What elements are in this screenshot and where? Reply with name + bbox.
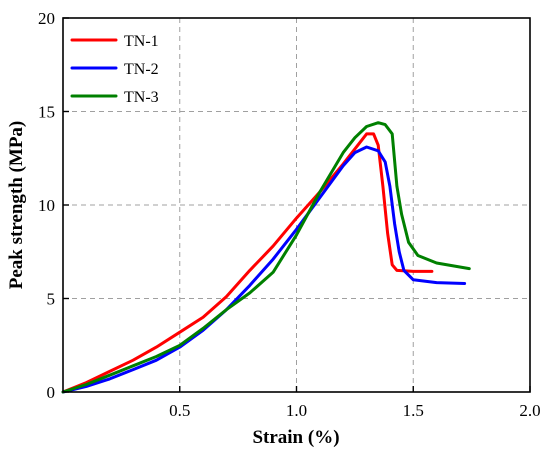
y-tick-label: 20 bbox=[38, 9, 55, 28]
x-tick-label: 1.0 bbox=[286, 401, 307, 420]
series-line-tn-2 bbox=[61, 145, 467, 394]
y-tick-label: 5 bbox=[47, 290, 56, 309]
x-tick-label: 1.5 bbox=[403, 401, 424, 420]
legend: TN-1 TN-2 TN-3 bbox=[70, 33, 159, 106]
y-tick-label: 15 bbox=[38, 103, 55, 122]
legend-label-tn-3: TN-3 bbox=[124, 89, 159, 106]
y-axis-title: Peak strength (MPa) bbox=[6, 121, 27, 290]
series-line-tn-3 bbox=[61, 121, 471, 394]
y-tick-label: 0 bbox=[47, 383, 56, 402]
tick-layer: 0.5 1.0 1.5 2.0 0 5 10 15 20 bbox=[38, 9, 541, 420]
grid-layer bbox=[63, 18, 530, 392]
x-tick-label: 0.5 bbox=[169, 401, 190, 420]
x-axis-title: Strain (%) bbox=[252, 427, 339, 448]
legend-label-tn-2: TN-2 bbox=[124, 61, 159, 78]
legend-label-tn-1: TN-1 bbox=[124, 33, 159, 50]
y-tick-label: 10 bbox=[38, 196, 55, 215]
x-tick-label: 2.0 bbox=[519, 401, 540, 420]
series-line-tn-1 bbox=[61, 132, 434, 394]
series-layer bbox=[61, 121, 471, 394]
